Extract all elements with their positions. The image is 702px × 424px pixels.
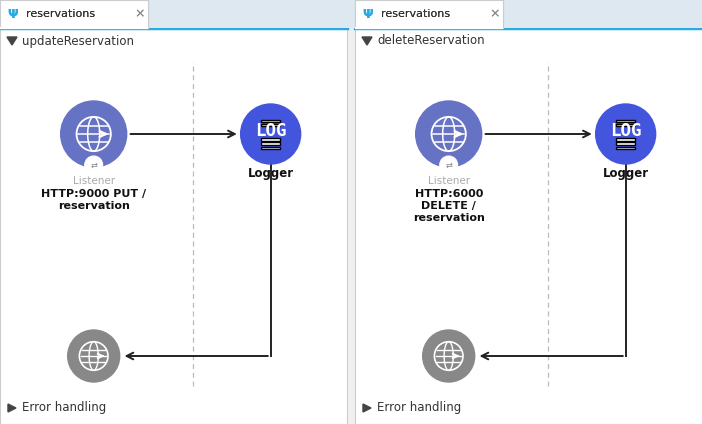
Text: Ψ: Ψ <box>363 8 373 20</box>
Text: Logger: Logger <box>248 167 293 179</box>
Text: reservations: reservations <box>26 9 95 19</box>
Text: reservations: reservations <box>381 9 450 19</box>
Circle shape <box>596 104 656 164</box>
Text: Ψ: Ψ <box>8 8 18 20</box>
FancyBboxPatch shape <box>261 142 280 145</box>
FancyBboxPatch shape <box>0 28 347 424</box>
FancyBboxPatch shape <box>616 138 635 140</box>
FancyBboxPatch shape <box>0 0 148 28</box>
Text: Error handling: Error handling <box>377 402 461 415</box>
Circle shape <box>67 330 119 382</box>
Text: LOG: LOG <box>255 122 286 140</box>
FancyBboxPatch shape <box>261 120 280 122</box>
Text: ×: × <box>135 8 145 20</box>
FancyBboxPatch shape <box>0 0 702 28</box>
Text: Ψ: Ψ <box>8 8 18 20</box>
Text: Listener: Listener <box>72 176 114 186</box>
Text: ×: × <box>135 8 145 20</box>
FancyBboxPatch shape <box>148 0 248 25</box>
Circle shape <box>423 330 475 382</box>
Polygon shape <box>363 404 371 412</box>
FancyBboxPatch shape <box>0 0 148 28</box>
Circle shape <box>241 104 300 164</box>
FancyBboxPatch shape <box>616 120 635 122</box>
FancyBboxPatch shape <box>355 0 503 28</box>
Text: Logger: Logger <box>602 167 649 179</box>
Circle shape <box>416 101 482 167</box>
FancyBboxPatch shape <box>503 0 603 25</box>
FancyBboxPatch shape <box>616 124 635 126</box>
Text: ×: × <box>490 8 501 20</box>
Text: Listener: Listener <box>428 176 470 186</box>
FancyBboxPatch shape <box>261 138 280 140</box>
FancyBboxPatch shape <box>355 0 503 28</box>
Text: Error handling: Error handling <box>22 402 106 415</box>
FancyBboxPatch shape <box>616 147 635 149</box>
Polygon shape <box>7 37 17 45</box>
Text: deleteReservation: deleteReservation <box>377 34 484 47</box>
Text: HTTP:6000: HTTP:6000 <box>414 189 483 199</box>
Text: reservation: reservation <box>413 213 484 223</box>
FancyBboxPatch shape <box>148 0 248 25</box>
Text: HTTP:9000 PUT /: HTTP:9000 PUT / <box>41 189 146 199</box>
Text: reservations: reservations <box>26 9 95 19</box>
FancyBboxPatch shape <box>503 0 603 25</box>
FancyBboxPatch shape <box>261 124 280 126</box>
Text: updateReservation: updateReservation <box>22 34 134 47</box>
Circle shape <box>439 156 458 174</box>
Text: reservation: reservation <box>58 201 130 211</box>
FancyBboxPatch shape <box>261 147 280 149</box>
Text: LOG: LOG <box>610 122 642 140</box>
FancyBboxPatch shape <box>616 142 635 145</box>
Circle shape <box>85 156 102 174</box>
Text: ⇄: ⇄ <box>445 161 452 170</box>
Polygon shape <box>362 37 372 45</box>
FancyBboxPatch shape <box>355 28 702 424</box>
Text: DELETE /: DELETE / <box>421 201 476 211</box>
Text: Ψ: Ψ <box>363 8 373 20</box>
Circle shape <box>60 101 126 167</box>
Text: ⇄: ⇄ <box>90 161 97 170</box>
Text: ×: × <box>490 8 501 20</box>
Text: reservations: reservations <box>381 9 450 19</box>
Polygon shape <box>8 404 16 412</box>
